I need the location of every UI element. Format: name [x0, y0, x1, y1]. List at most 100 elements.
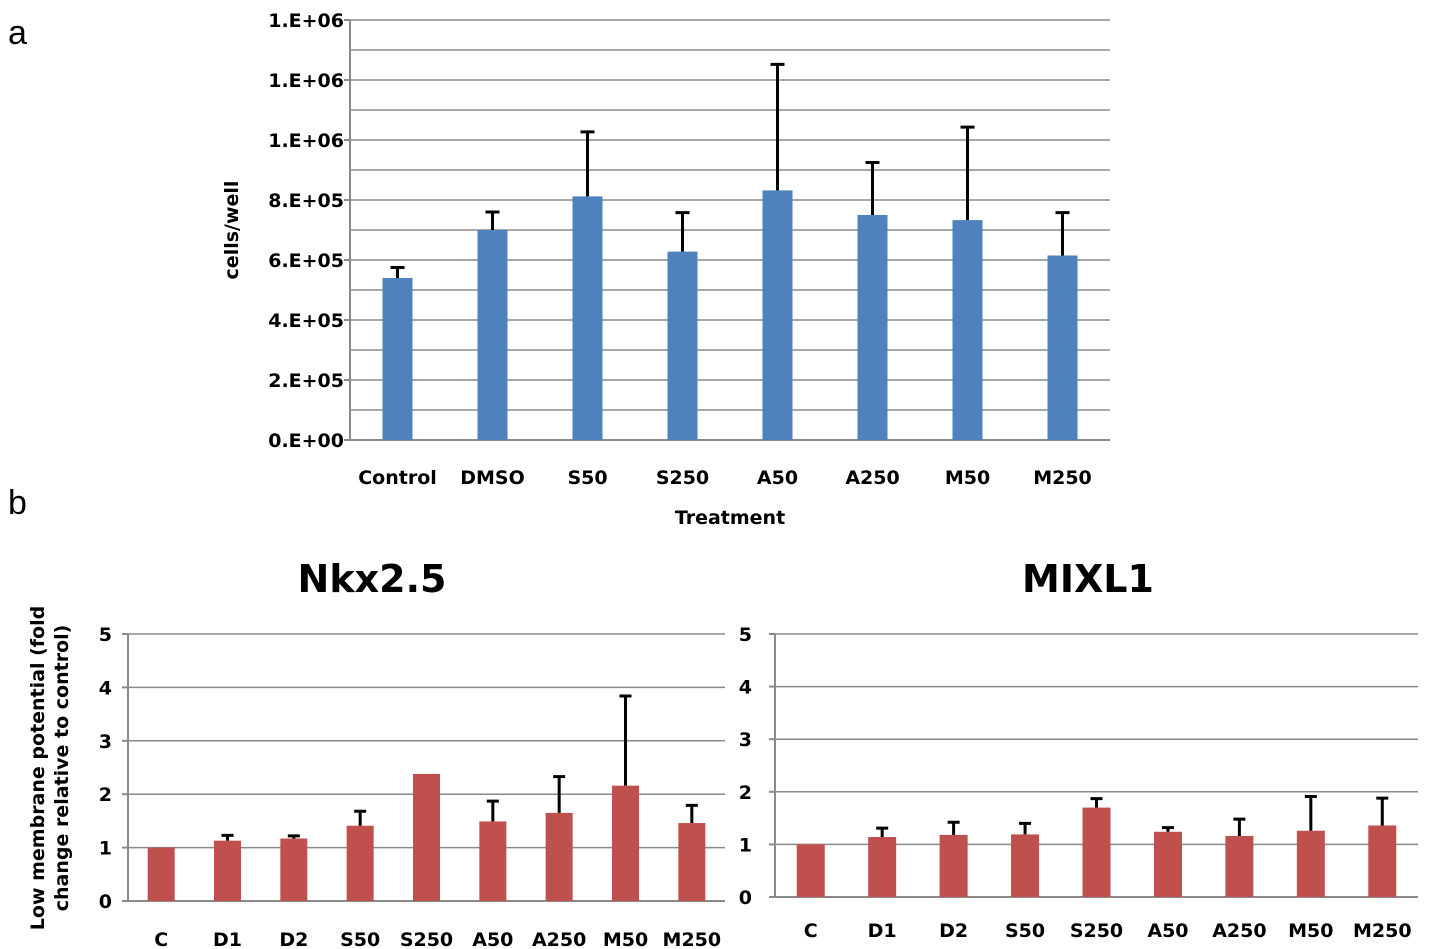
error-bar-a50	[1161, 826, 1174, 832]
y-tick-label: 4.E+05	[268, 310, 344, 332]
bar-d1	[214, 840, 241, 901]
error-bar-s250	[1090, 797, 1103, 808]
y-tick-label: 1	[739, 834, 752, 856]
bar-a50	[479, 821, 507, 901]
y-tick-label: 4	[739, 677, 752, 699]
x-tick-label: A50	[472, 929, 513, 949]
x-tick-label: D1	[868, 920, 897, 942]
x-tick-label: D1	[213, 929, 242, 949]
bar-s250	[667, 251, 698, 440]
error-bar-a250	[865, 161, 880, 215]
error-bar-control	[390, 266, 405, 278]
x-tick-label: S250	[656, 467, 709, 489]
chart-cells-per-well: 0.E+00 2.E+05 4.E+05 6.E+05 8.E+05 1.E+06 1.E+…	[221, 10, 1110, 529]
bar-m50	[952, 220, 983, 440]
bar-a250	[857, 215, 888, 440]
error-bar-s50	[1019, 821, 1032, 835]
y-tick-label: 2	[739, 782, 752, 804]
error-bar-m250	[1376, 796, 1389, 826]
x-tick-label: M50	[603, 929, 648, 949]
error-bar-d2	[287, 834, 300, 839]
error-bar-m50	[1304, 795, 1317, 831]
bar-a250	[545, 812, 573, 901]
y-tick-label: 2.E+05	[268, 370, 344, 392]
bar-c	[147, 847, 175, 901]
bar-m50	[612, 785, 639, 901]
x-tick-label: M250	[1353, 920, 1412, 942]
y-tick-label: 1	[99, 838, 112, 860]
panel-label-a: a	[8, 14, 27, 52]
x-tick-label: DMSO	[460, 467, 525, 489]
x-tick-label: Control	[358, 467, 437, 489]
bar-a50	[1153, 831, 1182, 897]
y-axis-title-line-1: Low membrane potential (fold	[27, 606, 49, 930]
bar-a250	[1225, 835, 1254, 897]
y-tick-label: 0	[739, 887, 752, 909]
x-tick-label: M50	[1288, 920, 1333, 942]
chart-nkx2-5: 0 1 2 3 4 5 C D1 D2 S50 S250 A50 A250 M50 M250 Low memb…	[27, 557, 725, 949]
bar-m250	[1047, 255, 1078, 440]
y-tick-label: 3	[99, 731, 112, 753]
bar-s250	[1082, 807, 1111, 897]
chart-title: Nkx2.5	[298, 557, 447, 601]
y-tick-label: 2	[99, 784, 112, 806]
bar-d1	[868, 837, 897, 897]
y-axis-title-line-2: change relative to control)	[51, 625, 73, 912]
error-bar-m50	[960, 125, 975, 221]
x-tick-label: A50	[757, 467, 798, 489]
bar-s50	[346, 825, 374, 901]
error-bar-dmso	[485, 210, 500, 230]
x-tick-label: S50	[1005, 920, 1045, 942]
error-bar-d1	[221, 833, 234, 841]
error-bar-m50	[619, 694, 632, 786]
error-bar-s50	[580, 130, 595, 197]
x-tick-label: S50	[567, 467, 607, 489]
bar-a50	[762, 190, 793, 440]
error-bar-s250	[675, 211, 690, 252]
x-tick-label: M250	[663, 929, 722, 949]
error-bar-d1	[876, 826, 889, 838]
y-tick-label: 1.E+06	[268, 130, 344, 152]
x-tick-label: S250	[400, 929, 453, 949]
chart-title: MIXL1	[1022, 557, 1154, 601]
error-bar-d2	[947, 820, 960, 835]
error-bar-s50	[354, 809, 367, 826]
error-bar-a50	[486, 799, 499, 822]
x-tick-label: A250	[845, 467, 899, 489]
x-axis-title: Treatment	[675, 507, 785, 529]
x-tick-label: A250	[532, 929, 586, 949]
bar-s50	[1011, 834, 1040, 897]
bar-m50	[1296, 830, 1325, 897]
y-tick-label: 4	[99, 677, 112, 699]
y-tick-label: 5	[739, 624, 752, 646]
x-tick-label: A50	[1147, 920, 1188, 942]
y-axis-title: Low membrane potential (fold change relat…	[27, 606, 73, 930]
bar-s50	[572, 196, 603, 440]
bar-dmso	[477, 230, 508, 440]
bar-m250	[1368, 825, 1397, 897]
x-tick-label: S250	[1070, 920, 1123, 942]
x-tick-label: M250	[1033, 467, 1092, 489]
error-bar-m250	[685, 803, 698, 824]
y-axis-title: cells/well	[221, 181, 243, 280]
bar-control	[382, 278, 413, 440]
y-tick-label: 6.E+05	[268, 250, 344, 272]
x-tick-label: M50	[945, 467, 990, 489]
y-tick-label: 8.E+05	[268, 190, 344, 212]
x-tick-label: C	[154, 929, 168, 949]
y-tick-label: 5	[99, 624, 112, 646]
error-bar-a250	[553, 775, 566, 813]
chart-mixl1: 0 1 2 3 4 5 C D1 D2 S50 S250 A50 A250 M50 M250 MIXL1	[739, 557, 1418, 942]
x-tick-label: S50	[340, 929, 380, 949]
y-tick-label: 1.E+06	[268, 70, 344, 92]
x-tick-label: C	[804, 920, 818, 942]
y-tick-label: 0.E+00	[268, 430, 344, 452]
y-tick-label: 3	[739, 729, 752, 751]
panel-label-b: b	[8, 484, 27, 522]
error-bar-m250	[1055, 211, 1070, 256]
x-tick-label: A250	[1212, 920, 1266, 942]
bar-m250	[678, 823, 706, 901]
error-bar-a50	[770, 62, 785, 191]
y-tick-label: 1.E+06	[268, 10, 344, 32]
